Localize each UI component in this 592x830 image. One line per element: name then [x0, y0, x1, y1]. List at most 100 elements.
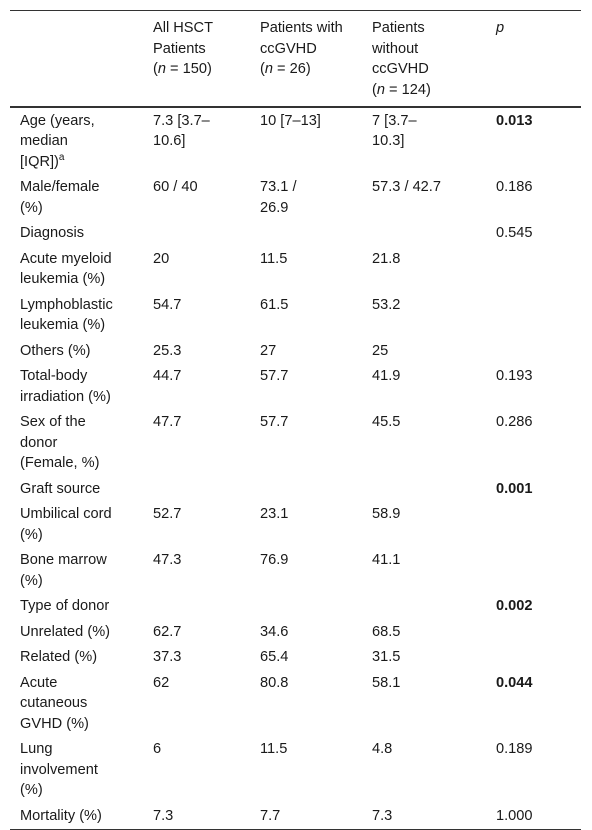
all-patients-cell: 54.7: [153, 296, 182, 313]
without-ccgvhd-cell: 7 [3.7– 10.3]: [372, 112, 417, 150]
row-label-cell: Unrelated (%): [20, 623, 111, 640]
row-label-cell: Type of donor: [20, 598, 110, 614]
with-ccgvhd-cell: 23.1: [260, 506, 289, 522]
p-value-cell: [496, 504, 581, 545]
table-row: Type of donor 0.002: [10, 594, 581, 620]
table-row: Umbilical cord (%) 52.7 23.1 58.9: [10, 502, 581, 548]
with-ccgvhd-cell: 80.8: [260, 674, 289, 691]
p-value-cell: 0.001: [496, 480, 533, 497]
all-patients-cell: 25.3: [153, 342, 182, 359]
with-ccgvhd-cell: 57.7: [260, 414, 289, 430]
without-ccgvhd-cell: 68.5: [372, 623, 401, 640]
row-label-cell: Bone marrow (%): [20, 552, 107, 589]
p-value-cell: 0.193: [496, 368, 533, 384]
all-patients-cell: 60 / 40: [153, 179, 198, 195]
p-value-cell: [496, 622, 581, 643]
without-ccgvhd-cell: 58.9: [372, 506, 401, 522]
with-ccgvhd-cell: 11.5: [260, 741, 288, 757]
table-header-rule: [10, 106, 581, 108]
table-top-rule: [10, 10, 581, 11]
table-row: Sex of the donor (Female, %) 47.7 57.7 45.5 0.…: [10, 410, 581, 477]
table-row: Unrelated (%) 62.7 34.6 68.5: [10, 619, 581, 645]
table-body: Age (years, median [IQR])a 7.3 [3.7– 10.6] 10…: [10, 108, 581, 829]
p-value-cell: 1.000: [496, 807, 533, 824]
all-patients-cell: 20: [153, 250, 170, 267]
all-patients-cell: [153, 223, 260, 244]
row-label-cell: Lung involvement (%): [20, 741, 98, 798]
with-ccgvhd-cell: 27: [260, 342, 277, 359]
table-row: Acute myeloid leukemia (%) 20 11.5 21.8: [10, 246, 581, 292]
without-ccgvhd-cell: 45.5: [372, 414, 401, 430]
table-row: Total-body irradiation (%) 44.7 57.7 41.9 0.1…: [10, 364, 581, 410]
table-row: Bone marrow (%) 47.3 76.9 41.1: [10, 548, 581, 594]
table-row: Others (%) 25.3 27 25: [10, 338, 581, 364]
table-row: Graft source 0.001: [10, 476, 581, 502]
table-row: Acute cutaneous GVHD (%) 62 80.8 58.1 0.044: [10, 670, 581, 737]
all-patients-cell: 62: [153, 674, 170, 691]
row-label-cell: Related (%): [20, 649, 98, 665]
table-row: Mortality (%) 7.3 7.7 7.3 1.000: [10, 803, 581, 829]
row-label-cell: Total-body irradiation (%): [20, 368, 111, 405]
header-cell-p: p: [496, 20, 505, 36]
row-label-cell: Graft source: [20, 480, 101, 497]
table-bottom-rule: [10, 828, 581, 830]
all-patients-cell: [153, 596, 260, 617]
with-ccgvhd-cell: 76.9: [260, 552, 289, 568]
row-label-cell: Age (years, median [IQR])a: [20, 112, 95, 170]
p-value-cell: 0.286: [496, 414, 533, 430]
with-ccgvhd-cell: [260, 479, 372, 500]
without-ccgvhd-cell: 4.8: [372, 741, 393, 757]
without-ccgvhd-cell: 57.3 / 42.7: [372, 179, 441, 195]
without-ccgvhd-cell: [372, 596, 496, 617]
all-patients-cell: 37.3: [153, 649, 182, 665]
row-label-cell: Lymphoblastic leukemia (%): [20, 296, 113, 334]
row-label-cell: Male/female (%): [20, 179, 100, 216]
p-value-cell: 0.002: [496, 598, 533, 614]
header-cell-label: [10, 18, 153, 106]
without-ccgvhd-cell: 41.9: [372, 368, 401, 384]
header-cell-all: All HSCT Patients (n = 150): [153, 20, 213, 77]
table-row: Male/female (%) 60 / 40 73.1 /26.9 57.3 / 42…: [10, 175, 581, 221]
all-patients-cell: 44.7: [153, 368, 182, 384]
without-ccgvhd-cell: 53.2: [372, 296, 401, 313]
table-row: Age (years, median [IQR])a 7.3 [3.7– 10.6] 10…: [10, 108, 581, 175]
data-table: All HSCT Patients (n = 150) Patients wit…: [10, 10, 581, 830]
without-ccgvhd-cell: 41.1: [372, 552, 401, 568]
row-label-cell: Others (%): [20, 342, 91, 359]
header-cell-without-ccgvhd: Patients without ccGVHD (n = 124): [372, 20, 431, 98]
p-value-cell: [496, 647, 581, 668]
without-ccgvhd-cell: [372, 479, 496, 500]
p-value-cell: 0.044: [496, 674, 533, 691]
with-ccgvhd-cell: 7.7: [260, 807, 281, 824]
row-label-cell: Diagnosis: [20, 225, 85, 241]
table-row: Lymphoblastic leukemia (%) 54.7 61.5 53.2: [10, 292, 581, 338]
p-value-cell: [496, 249, 581, 290]
row-label-cell: Acute myeloid leukemia (%): [20, 250, 112, 288]
with-ccgvhd-cell: 61.5: [260, 296, 289, 313]
table-row: Related (%) 37.3 65.4 31.5: [10, 645, 581, 671]
with-ccgvhd-cell: [260, 223, 372, 244]
all-patients-cell: 47.3: [153, 552, 182, 568]
without-ccgvhd-cell: [372, 223, 496, 244]
with-ccgvhd-cell: 34.6: [260, 623, 289, 640]
with-ccgvhd-cell: 57.7: [260, 368, 289, 384]
row-label-cell: Umbilical cord (%): [20, 506, 112, 543]
all-patients-cell: 6: [153, 741, 162, 757]
row-label-cell: Sex of the donor (Female, %): [20, 414, 100, 471]
with-ccgvhd-cell: [260, 596, 372, 617]
all-patients-cell: 7.3: [153, 807, 174, 824]
p-value-cell: 0.186: [496, 179, 533, 195]
all-patients-cell: 62.7: [153, 623, 182, 640]
without-ccgvhd-cell: 7.3: [372, 807, 393, 824]
without-ccgvhd-cell: 21.8: [372, 250, 401, 267]
p-value-cell: [496, 341, 581, 362]
without-ccgvhd-cell: 31.5: [372, 649, 401, 665]
with-ccgvhd-cell: 65.4: [260, 649, 289, 665]
table-row: Lung involvement (%) 6 11.5 4.8 0.189: [10, 737, 581, 804]
without-ccgvhd-cell: 58.1: [372, 674, 401, 691]
all-patients-cell: 47.7: [153, 414, 182, 430]
row-label-cell: Mortality (%): [20, 807, 102, 824]
p-value-cell: [496, 295, 581, 336]
p-value-cell: 0.189: [496, 741, 533, 757]
table-header-row: All HSCT Patients (n = 150) Patients wit…: [10, 11, 581, 106]
